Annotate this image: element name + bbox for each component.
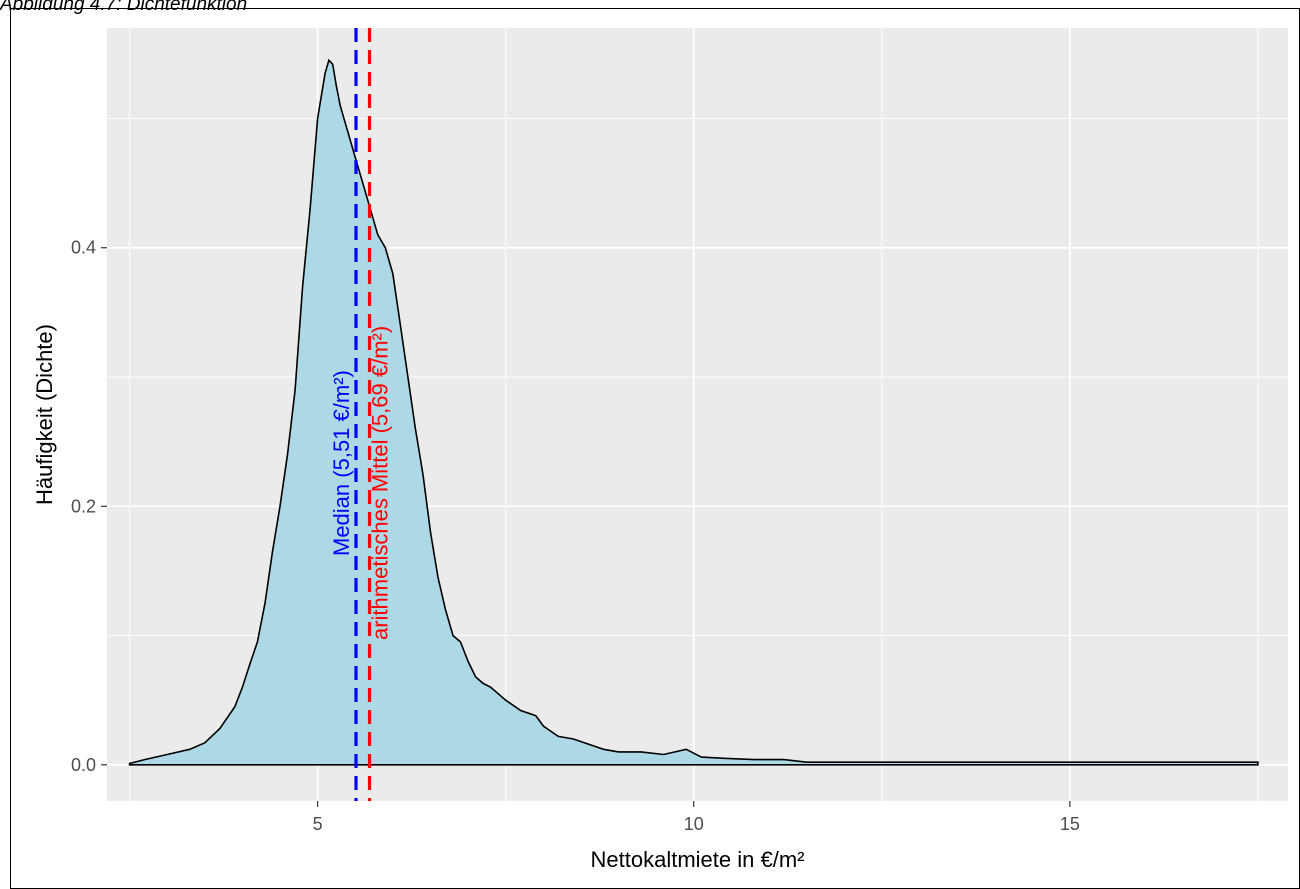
median-label: Median (5,51 €/m²) <box>329 370 354 556</box>
reference-lines: Median (5,51 €/m²) arithmetisches Mittel … <box>329 28 393 801</box>
y-tick-label: 0.2 <box>71 496 96 516</box>
x-tick-label: 5 <box>313 814 323 834</box>
y-axis-title: Häufigkeit (Dichte) <box>32 324 57 505</box>
y-axis-ticks: 0.0 0.2 0.4 <box>71 238 107 775</box>
y-tick-label: 0.4 <box>71 238 96 258</box>
mean-label: arithmetisches Mittel (5,69 €/m²) <box>368 326 393 640</box>
y-tick-label: 0.0 <box>71 755 96 775</box>
density-area <box>128 58 1259 766</box>
x-tick-label: 15 <box>1060 814 1080 834</box>
x-tick-label: 10 <box>684 814 704 834</box>
x-axis-ticks: 5 10 15 <box>313 801 1080 834</box>
x-axis-title: Nettokaltmiete in €/m² <box>591 847 805 872</box>
figure-caption: Abbildung 4.7: Dichtefunktion <box>0 0 248 15</box>
